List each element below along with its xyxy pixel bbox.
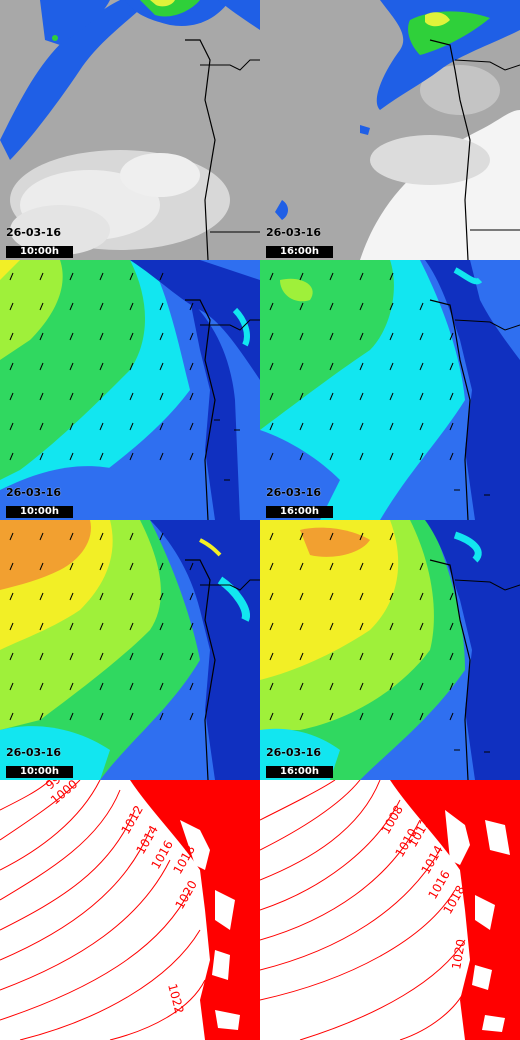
gust-map (260, 520, 520, 780)
forecast-date: 26-03-16 (6, 746, 62, 759)
cloud-map (260, 0, 520, 260)
gust-map-panel-1600: 26-03-16 16:00h (260, 520, 520, 780)
isobar-label: 1020 (449, 938, 468, 971)
cloud-map-panel-1000: 26-03-16 10:00h (0, 0, 260, 260)
forecast-time: 10:00h (6, 246, 73, 258)
wind-arrows (9, 532, 194, 721)
timestamp: 26-03-16 16:00h (264, 226, 333, 258)
wind-map (0, 260, 260, 520)
timestamp: 26-03-16 16:00h (264, 746, 333, 778)
gust-map (0, 520, 260, 780)
timestamp: 26-03-16 10:00h (4, 226, 73, 258)
wind-map-panel-1600: 26-03-16 16:00h (260, 260, 520, 520)
pressure-map-panel-right: 1008 1010 1012 1014 1016 1018 1020 (260, 780, 520, 1040)
forecast-time: 10:00h (6, 766, 73, 778)
cloud-map (0, 0, 260, 260)
wind-arrows (9, 272, 240, 481)
forecast-date: 26-03-16 (6, 226, 62, 239)
forecast-date: 26-03-16 (266, 486, 322, 499)
forecast-date: 26-03-16 (266, 226, 322, 239)
forecast-date: 26-03-16 (6, 486, 62, 499)
gust-map-panel-1000: 26-03-16 10:00h (0, 520, 260, 780)
isobar-map: 996 1000 1012 1014 1016 1018 1020 1022 (0, 780, 260, 1040)
timestamp: 26-03-16 10:00h (4, 746, 73, 778)
pressure-map-panel-left: 996 1000 1012 1014 1016 1018 1020 1022 (0, 780, 260, 1040)
wind-map-panel-1000: 26-03-16 10:00h (0, 260, 260, 520)
wind-arrows (269, 272, 490, 496)
isobar-map: 1008 1010 1012 1014 1016 1018 1020 (260, 780, 520, 1040)
forecast-date: 26-03-16 (266, 746, 322, 759)
wind-arrows (269, 532, 490, 753)
cloud-map-panel-1600: 26-03-16 16:00h (260, 0, 520, 260)
wind-map (260, 260, 520, 520)
forecast-time: 16:00h (266, 766, 333, 778)
forecast-time: 16:00h (266, 506, 333, 518)
timestamp: 26-03-16 16:00h (264, 486, 333, 518)
forecast-time: 16:00h (266, 246, 333, 258)
timestamp: 26-03-16 10:00h (4, 486, 73, 518)
forecast-time: 10:00h (6, 506, 73, 518)
